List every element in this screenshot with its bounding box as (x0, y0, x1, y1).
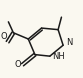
Text: O: O (15, 60, 21, 69)
Text: NH: NH (52, 52, 64, 61)
Text: O: O (1, 32, 8, 41)
Text: N: N (67, 38, 73, 47)
